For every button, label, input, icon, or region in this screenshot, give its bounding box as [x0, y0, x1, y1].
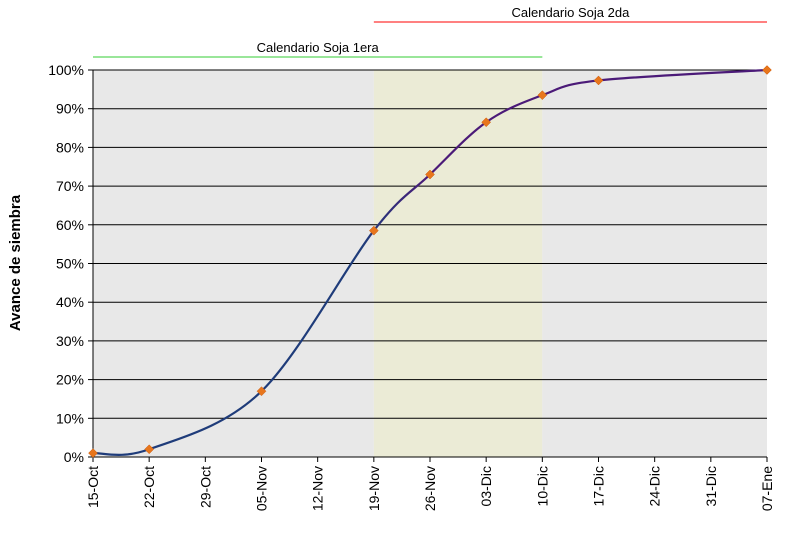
x-tick-label: 24-Dic [647, 466, 663, 506]
data-point-marker [144, 444, 155, 455]
x-tick-label: 29-Oct [197, 466, 213, 508]
data-point-marker [88, 448, 98, 458]
y-tick-label: 20% [56, 372, 84, 388]
gridlines [93, 69, 767, 458]
y-tick-label: 40% [56, 294, 84, 310]
x-tick-label: 17-Dic [591, 466, 607, 506]
y-tick-label: 90% [56, 101, 84, 117]
y-tick-label: 70% [56, 178, 84, 194]
data-point-marker [537, 90, 548, 101]
x-tick-label: 26-Nov [422, 466, 438, 511]
data-point-marker [425, 169, 435, 180]
x-tick-label: 19-Nov [366, 466, 382, 511]
y-tick-label: 60% [56, 217, 84, 233]
y-axis-title: Avance de siembra [7, 194, 24, 331]
data-point-marker [762, 65, 772, 75]
y-tick-label: 80% [56, 139, 84, 155]
y-tick-label: 100% [48, 62, 84, 78]
axes: 0% 10% 20% 30% 40% 50% 60% 70% 80% 90% 100% 15-Oct 2… [48, 62, 775, 511]
x-tick-label: 12-Nov [310, 466, 326, 511]
x-tick-label: 15-Oct [85, 466, 101, 508]
x-tick-label: 10-Dic [534, 466, 550, 506]
x-tick-label: 22-Oct [141, 466, 157, 508]
y-tick-label: 50% [56, 256, 84, 272]
data-point-marker [481, 117, 492, 128]
series [88, 65, 772, 458]
y-tick-label: 30% [56, 333, 84, 349]
y-tick-label: 10% [56, 410, 84, 426]
series-line [92, 68, 768, 456]
x-tick-label: 07-Ene [759, 466, 775, 511]
data-point-marker [256, 386, 267, 397]
data-point-marker [593, 75, 604, 86]
x-tick-label: 05-Nov [254, 466, 270, 511]
data-point-marker [368, 225, 379, 236]
x-tick-label: 31-Dic [703, 466, 719, 506]
calendar-annotations: Calendario Soja 1era Calendario Soja 2da [93, 5, 767, 58]
calendar-label-0: Calendario Soja 1era [257, 40, 380, 55]
y-tick-label: 0% [64, 449, 84, 465]
x-tick-label: 03-Dic [478, 466, 494, 506]
calendar-label-1: Calendario Soja 2da [512, 5, 631, 20]
